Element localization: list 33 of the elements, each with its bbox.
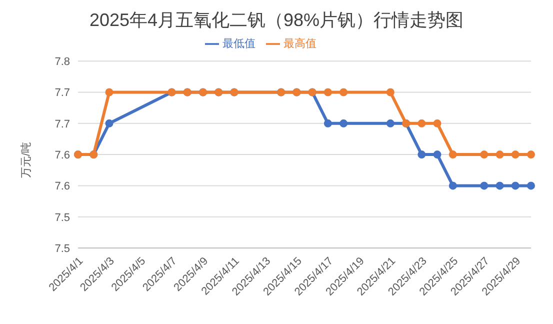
- point: [527, 150, 535, 159]
- point: [105, 88, 114, 96]
- point: [448, 150, 457, 159]
- point: [418, 150, 426, 159]
- y-tick-label: 7.8: [54, 56, 70, 68]
- y-axis-title: 万元/吨: [20, 142, 34, 178]
- point: [448, 182, 457, 190]
- point: [496, 182, 504, 190]
- legend-label: 最高值: [284, 38, 316, 50]
- point: [433, 119, 442, 128]
- y-tick-label: 7.5: [54, 212, 70, 224]
- point: [496, 150, 504, 159]
- point: [527, 182, 535, 190]
- point: [340, 119, 348, 128]
- point: [386, 119, 394, 128]
- y-tick-label: 7.6: [54, 149, 70, 162]
- y-tick-label: 7.7: [54, 87, 70, 100]
- y-tick-label: 7.5: [54, 242, 70, 255]
- y-tick-label: 7.7: [54, 118, 70, 130]
- legend-label: 最低值: [222, 38, 256, 50]
- point: [418, 119, 426, 128]
- point: [386, 88, 394, 96]
- y-tick-label: 7.6: [54, 180, 70, 193]
- point: [511, 182, 520, 190]
- point: [480, 182, 488, 190]
- point: [480, 150, 488, 159]
- point: [340, 88, 348, 96]
- point: [433, 150, 442, 159]
- chart-title: 2025年4月五氧化二钒（98%片钒）行情走势图: [88, 9, 465, 32]
- point: [511, 150, 520, 159]
- point: [324, 119, 332, 128]
- point: [324, 88, 332, 96]
- point: [105, 119, 114, 128]
